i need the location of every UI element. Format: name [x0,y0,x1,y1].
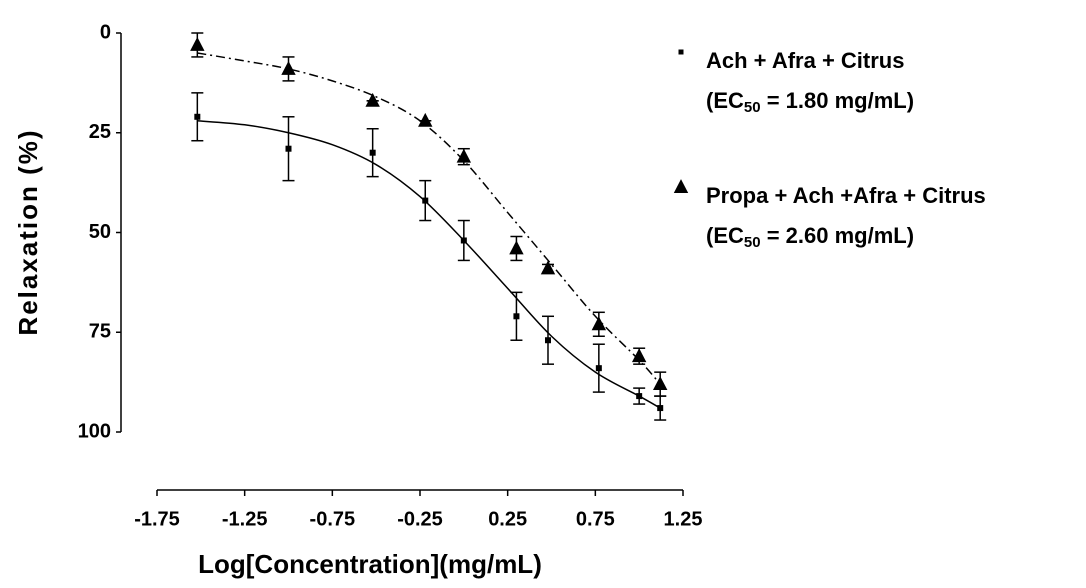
marker-square [460,237,467,244]
y-tick-label: 25 [89,121,111,143]
x-tick-label: -0.25 [397,508,443,530]
marker-triangle [190,37,205,51]
ec50-sub: 50 [744,234,761,251]
x-tick-label: -1.25 [222,508,268,530]
y-tick-label: 50 [89,221,111,243]
ec50-text: (EC [706,88,744,113]
marker-triangle [509,240,524,255]
ec50-text: (EC [706,223,744,248]
marker-triangle [673,179,689,193]
legend-label: Propa + Ach +Afra + Citrus [706,183,986,208]
fit-curve [197,52,661,385]
marker-triangle [591,316,607,331]
marker-square [369,149,376,156]
x-tick-label: -0.75 [310,508,356,530]
marker-triangle [653,376,668,391]
y-tick-label: 100 [78,420,111,442]
legend-label: Ach + Afra + Citrus [706,48,904,73]
legend-ec50: (EC50 = 2.60 mg/mL) [706,223,914,251]
marker-triangle [631,348,647,363]
marker-square [657,405,664,412]
x-tick-label: 1.25 [664,508,703,530]
fit-curve [197,120,661,409]
marker-square [636,393,643,400]
marker-square [513,313,520,320]
x-tick-label: -1.75 [134,508,180,530]
ec50-text: = 2.60 mg/mL) [761,223,914,248]
ec50-text: = 1.80 mg/mL) [761,88,914,113]
y-tick-label: 0 [100,21,111,43]
marker-square [422,197,429,204]
marker-triangle [418,112,433,127]
marker-triangle [281,60,296,75]
legend-ec50: (EC50 = 1.80 mg/mL) [706,88,914,116]
ec50-sub: 50 [744,99,761,116]
x-axis-title: Log[Concentration](mg/mL) [198,549,542,579]
x-tick-label: 0.75 [576,508,615,530]
marker-triangle [456,148,472,163]
marker-triangle [365,92,380,107]
y-tick-label: 75 [89,321,111,343]
x-tick-label: 0.25 [488,508,527,530]
marker-square [285,145,292,152]
y-axis-title: Relaxation (%) [13,128,43,335]
marker-square [194,113,201,120]
marker-square [544,337,551,344]
marker-square [595,365,602,372]
marker-square [678,49,684,55]
marker-triangle [540,260,556,275]
